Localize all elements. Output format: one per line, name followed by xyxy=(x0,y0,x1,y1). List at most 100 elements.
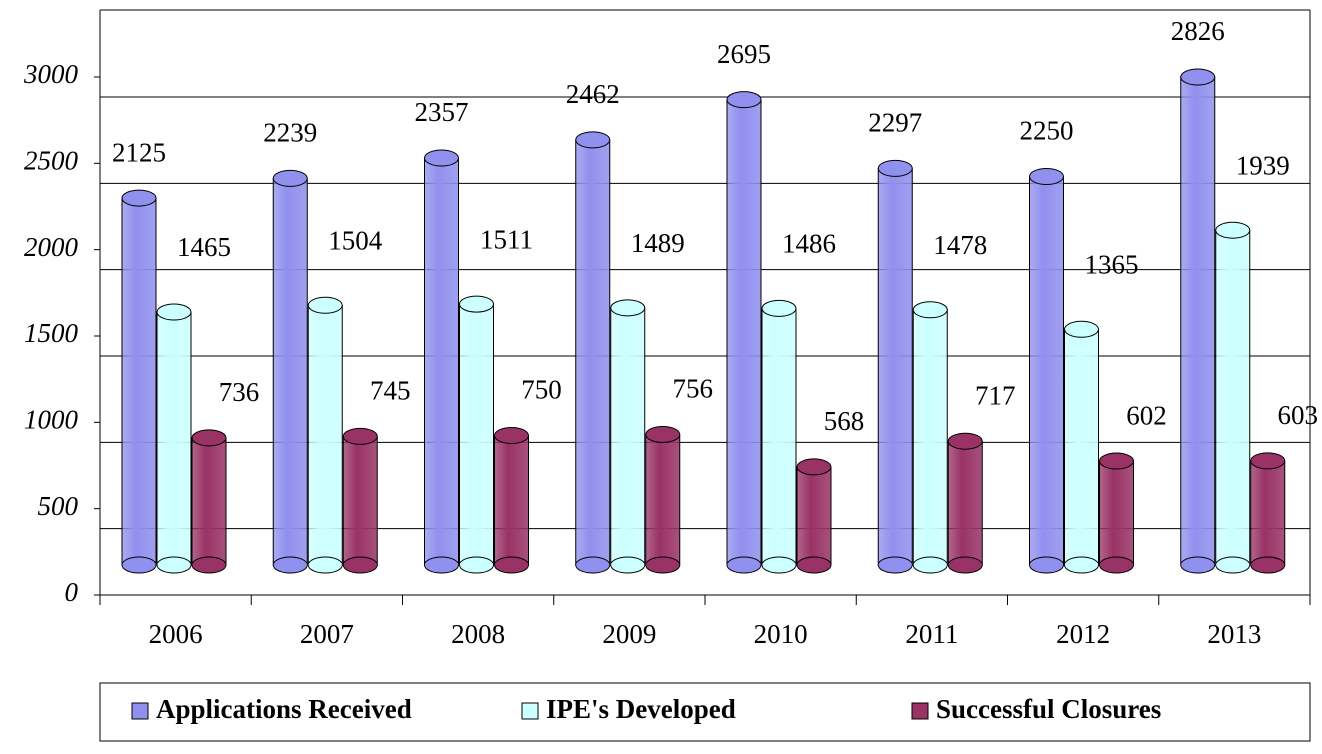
x-tick-label: 2012 xyxy=(1056,619,1110,649)
x-tick-label: 2006 xyxy=(149,619,203,649)
bar xyxy=(947,440,983,566)
bar xyxy=(424,157,459,566)
bar-cover xyxy=(273,563,307,566)
bar xyxy=(191,437,227,566)
x-tick-label: 2011 xyxy=(905,619,958,649)
bar-cover xyxy=(308,563,342,566)
data-label: 1465 xyxy=(177,232,231,262)
bar-top xyxy=(342,427,378,445)
bar-cover xyxy=(913,563,947,566)
bar xyxy=(494,434,529,566)
bar-top xyxy=(575,131,611,149)
bar xyxy=(1029,175,1064,566)
bar-top xyxy=(1180,68,1216,86)
data-label: 2462 xyxy=(566,79,620,109)
y-tick-label: 0 xyxy=(65,577,79,607)
bar-top xyxy=(645,425,681,443)
bar xyxy=(610,307,646,566)
bar-top xyxy=(272,169,308,187)
bar-cover xyxy=(948,563,982,566)
bar-top xyxy=(494,426,529,444)
bar-cover xyxy=(611,563,645,566)
bar-top xyxy=(912,301,948,319)
bar-top xyxy=(610,299,646,317)
bar-cover xyxy=(1216,563,1250,566)
bar xyxy=(307,304,343,566)
bar-top xyxy=(121,189,157,207)
bar xyxy=(459,303,494,566)
bar-top xyxy=(1064,320,1099,338)
bar xyxy=(1250,460,1286,566)
bar xyxy=(121,197,157,566)
legend-swatch xyxy=(521,702,539,720)
bar-cover xyxy=(1065,563,1098,566)
bar xyxy=(645,433,681,566)
bar-top xyxy=(1029,167,1064,185)
legend-swatch xyxy=(911,702,929,720)
data-label: 1478 xyxy=(933,230,987,260)
bar-top xyxy=(947,432,983,450)
bar xyxy=(1064,328,1099,566)
y-tick-label: 1000 xyxy=(24,405,79,435)
bar-top xyxy=(191,429,227,447)
data-label: 1504 xyxy=(328,226,383,256)
bar-top xyxy=(796,458,832,476)
data-label: 568 xyxy=(824,406,865,436)
data-label: 1511 xyxy=(480,224,533,254)
bar-top xyxy=(1099,452,1134,470)
bar-top xyxy=(459,295,494,313)
x-tick-label: 2007 xyxy=(300,619,354,649)
data-label: 1489 xyxy=(631,228,685,258)
data-label: 736 xyxy=(219,377,260,407)
data-label: 603 xyxy=(1278,400,1319,430)
x-tick-label: 2010 xyxy=(754,619,808,649)
bar-cover xyxy=(460,563,493,566)
bar-cover xyxy=(192,563,226,566)
data-label: 717 xyxy=(975,380,1016,410)
x-tick-label: 2008 xyxy=(451,619,505,649)
bar-cover xyxy=(878,563,912,566)
data-label: 1486 xyxy=(782,229,836,259)
bar-top xyxy=(726,91,762,109)
bar xyxy=(575,139,611,566)
legend-label: IPE's Developed xyxy=(546,694,736,724)
bar xyxy=(156,311,192,566)
bar-cover xyxy=(1181,563,1215,566)
bar xyxy=(1099,460,1134,566)
y-tick-label: 2000 xyxy=(24,232,79,262)
legend-label: Successful Closures xyxy=(936,694,1161,724)
data-label: 2695 xyxy=(717,39,771,69)
data-label: 2826 xyxy=(1171,16,1225,46)
bar-cover xyxy=(762,563,796,566)
data-label: 2357 xyxy=(415,97,469,127)
bar-top xyxy=(761,299,797,317)
legend-box xyxy=(99,682,1311,742)
bar-top xyxy=(424,149,459,167)
data-label: 2250 xyxy=(1020,116,1074,146)
bar xyxy=(1215,229,1251,566)
data-label: 2125 xyxy=(112,137,166,167)
legend-label: Applications Received xyxy=(156,694,412,724)
bar xyxy=(796,466,832,566)
bar-cover xyxy=(1251,563,1285,566)
bar-cover xyxy=(122,563,156,566)
bar-top xyxy=(1215,221,1251,239)
x-tick-label: 2009 xyxy=(602,619,656,649)
bar-cover xyxy=(646,563,680,566)
bar-cover xyxy=(495,563,528,566)
data-label: 602 xyxy=(1126,400,1167,430)
data-label: 1939 xyxy=(1236,150,1290,180)
data-label: 756 xyxy=(673,374,714,404)
bar-cover xyxy=(576,563,610,566)
bar xyxy=(1180,76,1216,566)
bar-top xyxy=(877,159,913,177)
data-label: 745 xyxy=(370,376,411,406)
bar-cover xyxy=(1100,563,1133,566)
bar xyxy=(342,435,378,566)
bar-top xyxy=(156,303,192,321)
bar xyxy=(912,309,948,566)
bar-cover xyxy=(727,563,761,566)
y-tick-label: 500 xyxy=(38,491,79,521)
x-tick-label: 2013 xyxy=(1207,619,1261,649)
